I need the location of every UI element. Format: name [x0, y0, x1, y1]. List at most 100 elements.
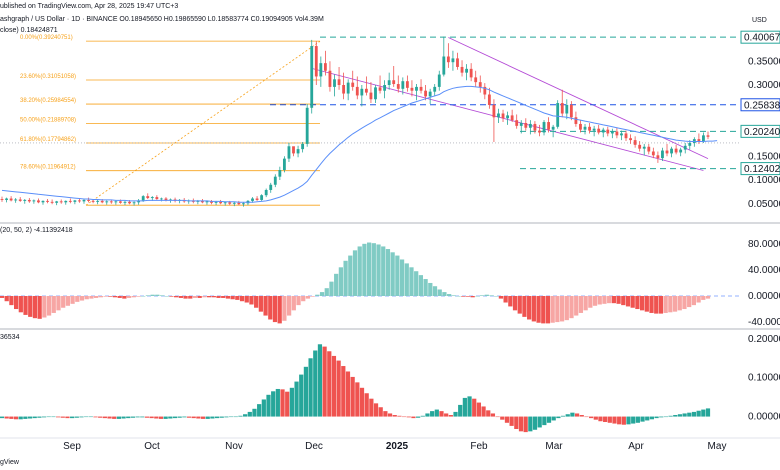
horizontal-levels[interactable] — [0, 36, 740, 170]
oscillator-bar — [94, 296, 99, 298]
candle-body — [32, 200, 36, 202]
candle-body — [647, 146, 651, 152]
price-tag-text: 0.25838 — [744, 100, 780, 111]
candle-body — [592, 128, 596, 131]
candle-body — [228, 202, 232, 204]
indicator-bar — [705, 408, 711, 417]
indicator-bar — [107, 416, 112, 419]
fib-level-label: 38.20%(0.25984554) — [20, 98, 76, 104]
indicator-bar — [682, 413, 687, 417]
indicator-bar — [317, 344, 323, 417]
drawings-layer[interactable] — [85, 37, 709, 206]
indicator-bar — [430, 411, 435, 417]
candle-body — [405, 81, 409, 88]
candle-body — [679, 149, 683, 153]
oscillator-bar — [447, 294, 452, 296]
price-tag — [740, 124, 780, 138]
oscillator-bar — [437, 289, 442, 296]
candle-body — [0, 199, 4, 200]
indicator-bar — [345, 371, 351, 417]
fib-level-label: 61.80%(0.17794862) — [20, 137, 76, 143]
oscillator-bar — [592, 296, 598, 306]
candle-body — [41, 200, 45, 203]
candle-body — [374, 87, 377, 100]
indicator-bar — [51, 416, 56, 418]
oscillator-bar — [357, 246, 362, 296]
indicator-bar — [84, 416, 89, 418]
indicator-bar — [560, 415, 566, 417]
indicator-bar — [355, 382, 360, 417]
indicator-bar — [504, 416, 510, 423]
indicator-bar — [416, 416, 421, 418]
candle-body — [620, 133, 623, 136]
indicator-bar — [444, 413, 449, 417]
candle-body — [73, 200, 77, 202]
indicator-bar — [574, 413, 580, 417]
indicator-bar — [299, 374, 304, 417]
oscillator-bar — [315, 294, 320, 296]
price-tag-text: 0.40067 — [744, 33, 780, 44]
oscillator-axis[interactable]: 80.00000 40.00000 0.00000 -40.00000 — [748, 239, 780, 328]
published-line: ublished on TradingView.com, Apr 28, 202… — [0, 3, 178, 10]
indicator-bar — [453, 411, 458, 417]
oscillator-bar — [616, 296, 621, 304]
indicator-bar — [271, 391, 276, 417]
indicator-bar — [18, 416, 23, 420]
time-tick-label: May — [708, 441, 727, 452]
oscillator-bar — [423, 279, 428, 296]
oscillator-bar — [145, 295, 151, 296]
candle-body — [59, 201, 63, 203]
candle-body — [64, 200, 68, 203]
indicator-bar — [607, 416, 612, 423]
indicator-bar — [112, 416, 117, 419]
oscillator-bar — [150, 294, 155, 296]
oscillator-bar — [390, 252, 395, 296]
candle-body — [9, 198, 13, 201]
oscillator-bar — [672, 296, 678, 312]
indicator-bar — [140, 416, 145, 418]
wedge-upper-line[interactable] — [448, 37, 709, 160]
candle-body — [424, 90, 428, 97]
indicator-bar — [387, 413, 393, 417]
candle-body — [5, 198, 8, 200]
oscillator-bar — [677, 296, 682, 311]
price-tag-text: 0.12402 — [744, 164, 780, 175]
oscillator-bar — [239, 296, 245, 302]
candle-body — [360, 88, 364, 96]
indicator-bar — [214, 416, 220, 419]
candle-body — [574, 117, 578, 124]
fib-level-label: 78.60%(0.11964912) — [20, 165, 76, 171]
time-axis[interactable]: Sep Oct Nov Dec 2025 Feb Mar Apr May — [63, 441, 726, 452]
oscillator-bar — [465, 296, 471, 297]
candle-body — [501, 113, 505, 119]
candle-body — [205, 201, 209, 203]
oscillator-bar — [611, 296, 616, 304]
candle-body — [456, 58, 459, 67]
candle-body — [446, 56, 450, 63]
indicator-bar — [420, 415, 425, 417]
oscillator-bar — [682, 296, 687, 310]
indicator-bar — [252, 408, 257, 417]
indicator-bar — [612, 416, 617, 424]
candle-body — [528, 123, 532, 128]
oscillator-bar — [630, 296, 635, 308]
oscillator-bar — [701, 296, 706, 300]
indicator-bar — [373, 403, 379, 417]
indicator-bar — [266, 394, 271, 417]
oscillator-bar — [658, 296, 664, 314]
indicator-bar — [37, 416, 42, 418]
indicator-bar — [617, 416, 622, 425]
oscillator-bar — [385, 249, 391, 296]
candle-body — [538, 130, 541, 133]
oscillator-bar — [126, 296, 132, 298]
candle-body — [37, 200, 40, 203]
candle-body — [460, 66, 464, 73]
oscillator-bar — [550, 296, 555, 323]
oscillator-bar — [9, 296, 14, 306]
oscillator-bar — [70, 296, 75, 304]
oscillator-bar — [159, 295, 165, 296]
